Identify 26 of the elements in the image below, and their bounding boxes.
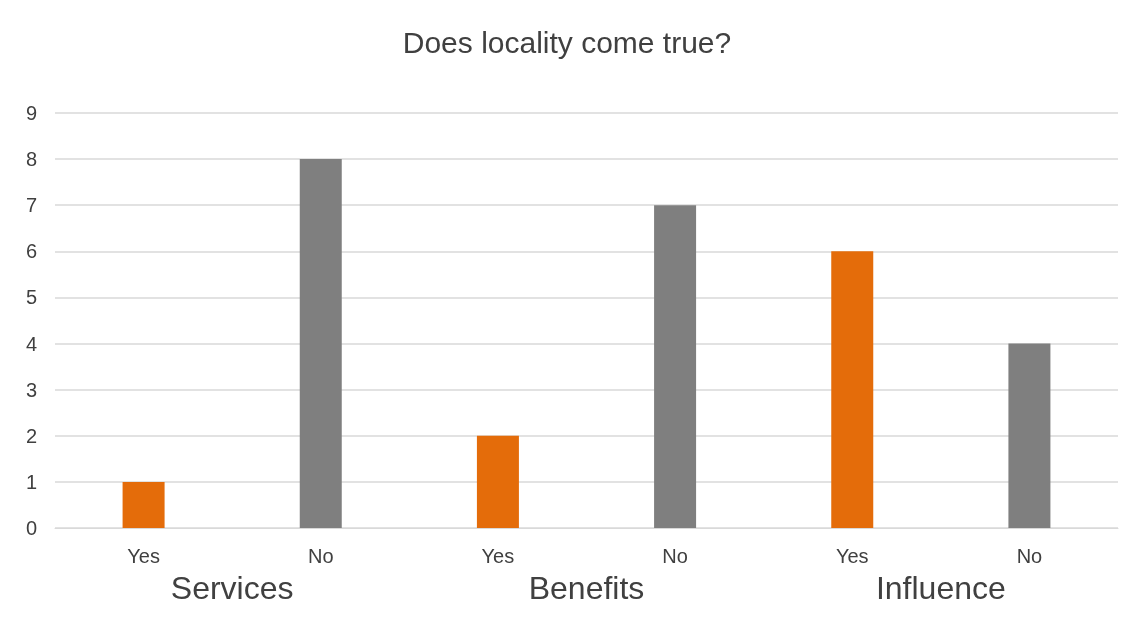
bar (654, 205, 697, 528)
chart-title: Does locality come true? (402, 25, 732, 59)
x-tick-label: Yes (127, 545, 160, 567)
y-tick-label: 6 (25, 240, 37, 263)
x-tick-label: No (307, 545, 334, 567)
y-tick-label: 1 (25, 470, 37, 493)
y-tick-label: 3 (25, 378, 37, 401)
x-tick-label: No (1016, 545, 1043, 567)
y-tick-label: 9 (25, 102, 37, 124)
y-tick-label: 7 (25, 194, 37, 217)
text: Benefits (528, 570, 645, 606)
bar (1008, 343, 1051, 528)
bar (122, 481, 165, 528)
x-tick-label: Yes (835, 545, 869, 567)
y-tick-label: 2 (25, 424, 37, 447)
y-tick-label: 0 (25, 517, 37, 539)
bar (299, 159, 342, 528)
y-tick-label: 8 (25, 148, 37, 171)
x-tick-label: Yes (481, 545, 515, 567)
bar (476, 435, 519, 528)
text: Influence (875, 570, 1006, 606)
text: Services (170, 570, 294, 606)
y-tick-label: 4 (25, 332, 37, 355)
y-tick-label: 5 (25, 286, 37, 309)
x-tick-label: No (662, 545, 688, 567)
bar (831, 251, 874, 528)
